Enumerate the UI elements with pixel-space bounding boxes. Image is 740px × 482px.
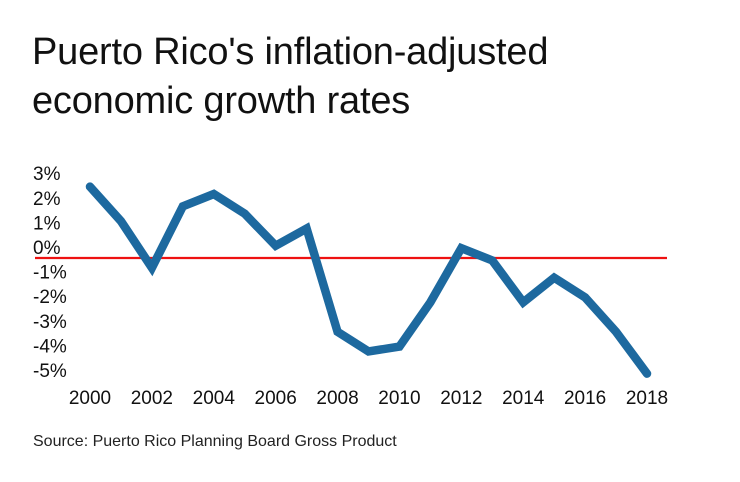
y-tick-label: 1% xyxy=(33,213,61,234)
chart-title-line-1: Puerto Rico's inflation-adjusted xyxy=(32,31,549,73)
x-tick-label: 2016 xyxy=(564,388,606,409)
y-tick-label: -1% xyxy=(33,263,67,284)
x-tick-label: 2000 xyxy=(69,388,111,409)
x-tick-label: 2018 xyxy=(626,388,668,409)
x-tick-label: 2004 xyxy=(193,388,236,409)
y-tick-label: -3% xyxy=(33,312,67,333)
source-note: Source: Puerto Rico Planning Board Gross… xyxy=(33,433,397,450)
x-tick-label: 2014 xyxy=(502,388,545,409)
y-tick-label: -5% xyxy=(33,361,67,382)
x-tick-label: 2010 xyxy=(378,388,420,409)
y-tick-label: -2% xyxy=(33,287,67,308)
y-tick-label: 2% xyxy=(33,189,61,210)
growth-rate-line xyxy=(85,182,652,378)
x-tick-label: 2008 xyxy=(316,388,358,409)
x-tick-label: 2002 xyxy=(131,388,173,409)
y-tick-label: -4% xyxy=(33,336,67,357)
x-tick-label: 2006 xyxy=(255,388,297,409)
y-tick-label: 0% xyxy=(33,238,61,259)
x-tick-label: 2012 xyxy=(440,388,482,409)
chart-title: Puerto Rico's inflation-adjusted economi… xyxy=(32,28,548,126)
y-tick-label: 3% xyxy=(33,164,61,185)
chart-title-line-2: economic growth rates xyxy=(32,80,411,122)
